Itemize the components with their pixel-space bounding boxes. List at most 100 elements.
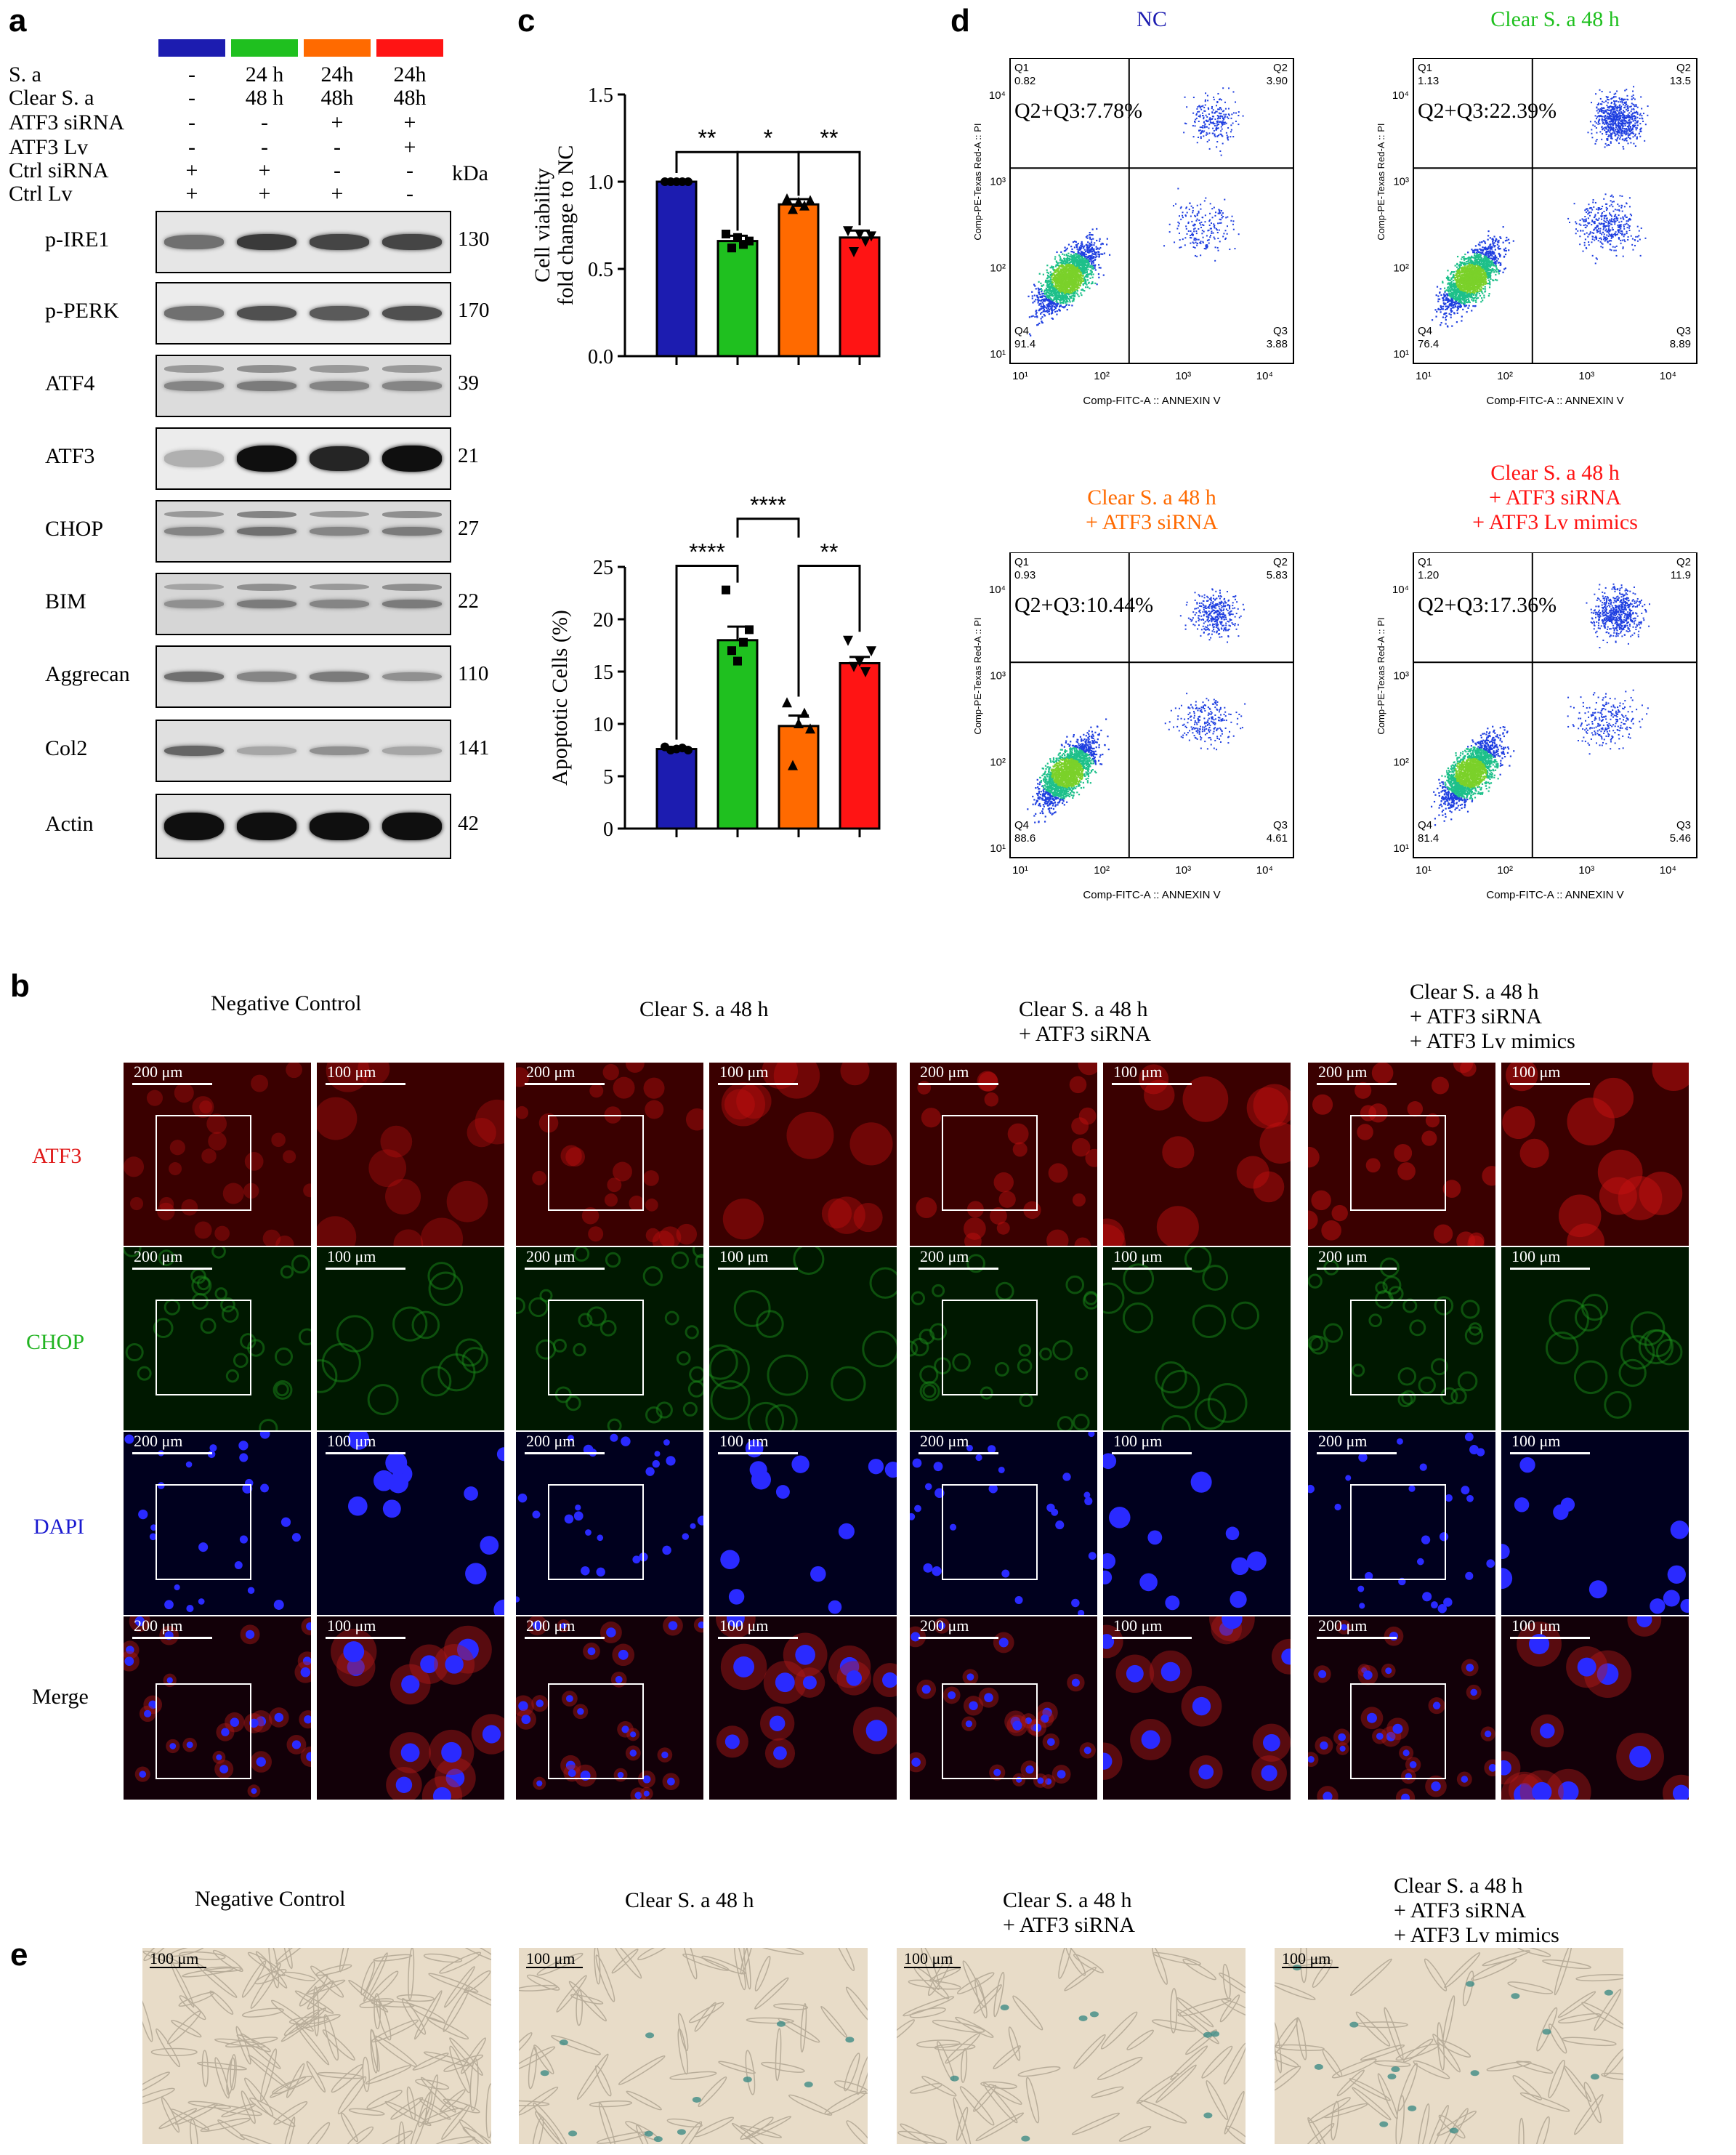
event-dot <box>1070 289 1073 291</box>
event-dot <box>1080 282 1083 284</box>
blot-band <box>164 672 224 682</box>
event-dot <box>1215 126 1217 129</box>
event-dot <box>1198 238 1200 241</box>
event-dot <box>1081 243 1083 246</box>
event-dot <box>1472 297 1474 300</box>
blot-band <box>237 746 296 755</box>
event-dot <box>1497 258 1499 260</box>
event-dot <box>1071 305 1073 307</box>
event-dot <box>1068 259 1070 262</box>
event-dot <box>1457 278 1459 280</box>
event-dot <box>1190 237 1192 239</box>
event-dot <box>1192 241 1194 243</box>
event-dot <box>1078 265 1081 267</box>
event-dot <box>1478 283 1480 286</box>
event-dot <box>1216 246 1219 249</box>
event-dot <box>1465 268 1467 270</box>
event-dot <box>1047 289 1049 291</box>
event-dot <box>1062 286 1064 288</box>
event-dot <box>1487 230 1490 233</box>
event-dot <box>1449 279 1452 281</box>
event-dot <box>1057 264 1059 267</box>
event-dot <box>1202 241 1204 243</box>
event-dot <box>1070 278 1073 280</box>
data-point <box>855 230 865 240</box>
event-dot <box>1053 288 1055 291</box>
event-dot <box>1214 238 1216 240</box>
event-dot <box>1212 127 1214 129</box>
event-dot <box>1065 269 1068 271</box>
event-dot <box>1064 271 1066 273</box>
event-dot <box>1088 249 1090 251</box>
event-dot <box>1453 284 1456 286</box>
event-dot <box>1505 249 1507 252</box>
blot-band <box>310 527 369 536</box>
event-dot <box>1067 282 1070 284</box>
event-dot <box>1089 265 1091 267</box>
event-dot <box>1075 292 1078 294</box>
event-dot <box>1217 222 1219 225</box>
event-dot <box>1067 283 1070 286</box>
event-dot <box>1068 289 1070 291</box>
blot-kda: 39 <box>458 371 479 395</box>
event-dot <box>1042 295 1044 297</box>
x-tick-label: 10⁴ <box>1256 370 1273 382</box>
event-dot <box>1473 257 1475 259</box>
event-dot <box>1035 313 1037 315</box>
event-dot <box>1078 283 1080 286</box>
event-dot <box>1448 294 1450 297</box>
event-dot <box>1056 261 1058 263</box>
event-dot <box>1221 217 1223 219</box>
event-dot <box>1200 242 1202 244</box>
event-dot <box>1084 259 1086 262</box>
event-dot <box>1463 270 1465 273</box>
event-dot <box>1440 322 1442 324</box>
event-dot <box>1474 267 1476 269</box>
event-dot <box>1198 105 1200 107</box>
blot-band <box>164 527 224 536</box>
event-dot <box>1069 270 1071 272</box>
event-dot <box>1075 282 1078 284</box>
event-dot <box>1041 284 1043 286</box>
event-dot <box>1075 267 1078 270</box>
event-dot <box>1078 256 1080 258</box>
event-dot <box>1456 281 1459 283</box>
event-dot <box>1495 265 1497 268</box>
event-dot <box>1484 286 1486 288</box>
event-dot <box>1230 131 1232 133</box>
blot-label: CHOP <box>45 517 104 541</box>
event-dot <box>1073 251 1075 254</box>
event-dot <box>1091 243 1093 246</box>
event-dot <box>1439 308 1442 311</box>
event-dot <box>1449 294 1451 296</box>
event-dot <box>1075 270 1078 273</box>
condition-value: - <box>261 110 268 134</box>
event-dot <box>1458 284 1460 286</box>
event-dot <box>1056 251 1058 254</box>
event-dot <box>1450 310 1452 312</box>
event-dot <box>1214 246 1216 249</box>
event-dot <box>1072 294 1074 297</box>
event-dot <box>1503 249 1506 251</box>
event-dot <box>1198 116 1200 117</box>
event-dot <box>1058 308 1060 310</box>
event-dot <box>1028 333 1031 335</box>
event-dot <box>1067 262 1069 264</box>
event-dot <box>1058 279 1060 281</box>
event-dot <box>1209 118 1211 120</box>
event-dot <box>1070 288 1073 291</box>
event-dot <box>1086 279 1089 281</box>
event-dot <box>1094 265 1096 267</box>
event-dot <box>1056 288 1059 290</box>
event-dot <box>1049 276 1051 278</box>
event-dot <box>1176 227 1179 230</box>
event-dot <box>1466 286 1468 289</box>
event-dot <box>1041 289 1043 291</box>
event-dot <box>1073 289 1075 291</box>
event-dot <box>1213 129 1215 132</box>
event-dot <box>1491 259 1494 261</box>
event-dot <box>1199 116 1201 118</box>
event-dot <box>1091 276 1094 278</box>
event-dot <box>1210 222 1212 225</box>
event-dot <box>1216 127 1219 129</box>
